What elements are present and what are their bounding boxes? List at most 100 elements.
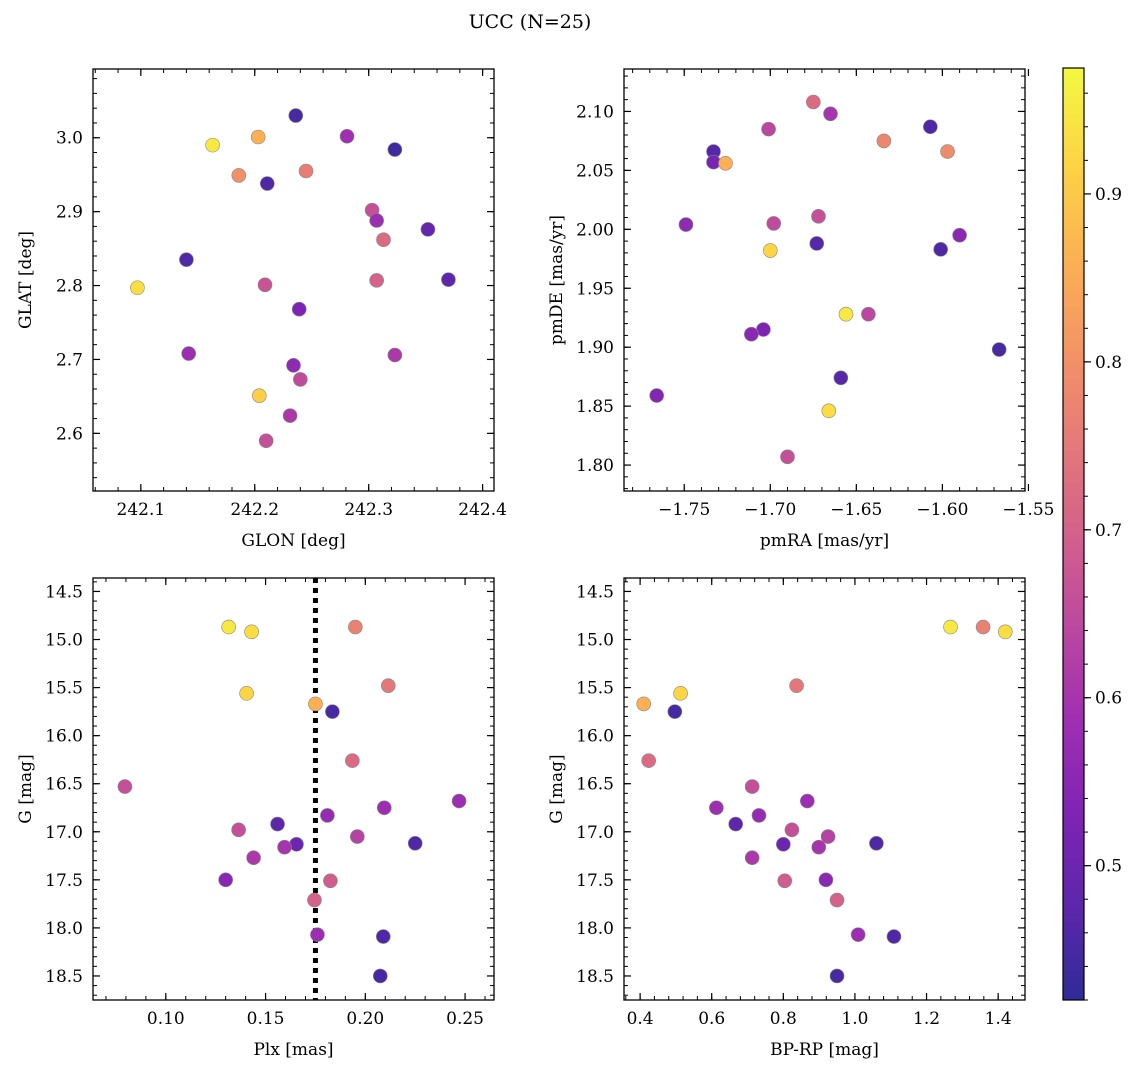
x-tick-label: −1.75: [658, 500, 710, 520]
scatter-points: [117, 619, 467, 984]
scatter-point: [800, 793, 815, 809]
y-axis-label: G [mag]: [547, 754, 567, 823]
scatter-point: [766, 216, 782, 231]
figure-title: UCC (N=25): [469, 11, 592, 33]
x-axis-label: Plx [mas]: [253, 1040, 333, 1060]
x-tick-label: −1.65: [830, 500, 882, 520]
scatter-point: [407, 836, 423, 851]
x-tick-label: 242.3: [344, 500, 393, 520]
x-axis-label: BP-RP [mag]: [770, 1040, 879, 1060]
scatter-point: [345, 753, 360, 768]
scatter-point: [298, 163, 314, 179]
scatter-point: [833, 370, 849, 386]
panel-pmra-pmde: −1.75 −1.70 −1.65 −1.60 −1.55 1.80 1.85 1.90 1.9…: [547, 68, 1054, 551]
scatter-point: [289, 836, 304, 852]
y-tick-label: 15.5: [576, 679, 614, 699]
x-axis-label: GLON [deg]: [241, 531, 345, 551]
y-tick-label: 16.0: [576, 727, 614, 747]
scatter-point: [869, 836, 884, 851]
scatter-point: [751, 808, 767, 823]
x-tick-label: 242.2: [230, 500, 279, 520]
scatter-point: [387, 347, 403, 363]
y-tick-label: 16.5: [45, 775, 83, 795]
scatter-point: [780, 449, 795, 465]
scatter-point: [678, 217, 694, 232]
scatter-point: [441, 272, 456, 287]
axes-frame: [92, 577, 495, 1001]
scatter-point: [387, 142, 403, 157]
scatter-point: [728, 816, 744, 832]
scatter-point: [820, 829, 836, 844]
scatter-point: [777, 873, 793, 889]
y-tick-label: 15.0: [45, 631, 83, 651]
scatter-point: [991, 342, 1007, 357]
scatter-point: [829, 892, 845, 908]
y-tick-label: 2.7: [56, 350, 83, 370]
x-tick-label: 0.25: [446, 1009, 484, 1029]
scatter-point: [789, 678, 804, 693]
scatter-point: [325, 704, 340, 719]
scatter-point: [744, 779, 760, 794]
scatter-point: [376, 800, 392, 816]
scatter-point: [850, 927, 866, 942]
scatter-point: [380, 678, 396, 693]
scatter-point: [784, 822, 800, 838]
scatter-point: [372, 968, 388, 984]
scatter-point: [375, 929, 391, 944]
y-tick-label: 16.5: [576, 775, 614, 795]
colorbar-tick-label: 0.7: [1095, 521, 1122, 541]
colorbar-ticks: 0.5 0.6 0.7 0.8 0.9: [1084, 92, 1122, 1001]
scatter-point: [806, 94, 821, 110]
y-tick-label: 1.80: [576, 456, 614, 476]
scatter-point: [252, 388, 267, 403]
scatter-point: [221, 619, 236, 635]
scatter-point: [933, 242, 948, 257]
scatter-point: [940, 144, 955, 159]
scatter-point: [339, 128, 355, 144]
scatter-point: [811, 839, 827, 855]
y-tick-label: 17.5: [576, 871, 614, 891]
scatter-point: [975, 619, 991, 635]
scatter-point: [293, 372, 308, 387]
scatter-point: [673, 686, 688, 701]
scatter-point: [270, 816, 285, 832]
colorbar-gradient: [1062, 67, 1085, 1001]
scatter-points: [130, 108, 456, 449]
colorbar-tick-label: 0.9: [1095, 185, 1122, 205]
x-tick-label: 242.4: [458, 500, 507, 520]
y-tick-label: 2.9: [56, 203, 83, 223]
scatter-point: [259, 176, 275, 191]
scatter-point: [420, 222, 436, 237]
axis-ticks: 0.10 0.15 0.20 0.25 14.5 15.0 15.5 16.0 16.5 17.0…: [45, 578, 494, 1029]
colorbar-tick-label: 0.8: [1095, 353, 1122, 373]
scatter-point: [649, 388, 664, 403]
y-tick-label: 14.5: [45, 582, 83, 602]
scatter-point: [451, 793, 467, 809]
scatter-point: [231, 822, 246, 838]
panel-bprp-g: 0.4 0.6 0.8 1.0 1.2 1.4 14.5 15.0 15.5 16.0 16.5 17…: [547, 577, 1026, 1060]
scatter-point: [952, 227, 967, 243]
scatter-point: [818, 872, 834, 888]
y-tick-label: 1.85: [576, 397, 614, 417]
scatter-point: [310, 927, 325, 942]
y-tick-label: 17.0: [45, 823, 83, 843]
y-tick-label: 15.0: [576, 631, 614, 651]
scatter-point: [250, 129, 266, 145]
scatter-point: [861, 306, 876, 322]
scatter-point: [277, 839, 292, 855]
scatter-point: [823, 106, 838, 122]
scatter-point: [369, 273, 384, 288]
scatter-point: [709, 800, 724, 816]
scatter-point: [117, 779, 133, 794]
scatter-point: [258, 433, 274, 449]
x-tick-label: −1.70: [744, 500, 796, 520]
y-tick-label: 2.6: [56, 424, 83, 444]
y-axis-label: GLAT [deg]: [16, 231, 36, 329]
scatter-point: [307, 892, 322, 908]
scatter-point: [886, 929, 902, 944]
scatter-point: [809, 236, 825, 251]
x-tick-label: −1.60: [916, 500, 968, 520]
scatter-point: [323, 873, 338, 889]
scatter-point: [282, 408, 298, 423]
scatter-point: [636, 696, 651, 712]
